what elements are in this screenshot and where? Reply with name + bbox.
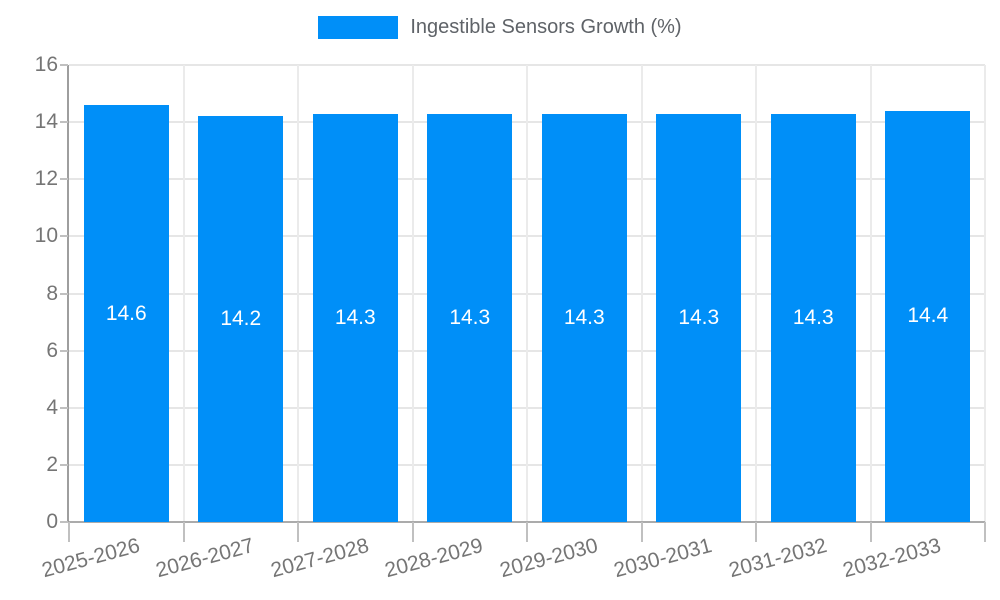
y-axis-tick-label: 8: [46, 281, 58, 305]
gridline-vertical: [411, 65, 414, 522]
y-axis-tick-label: 4: [46, 395, 58, 419]
y-axis-tick-label: 14: [34, 110, 58, 134]
y-axis-line: [67, 65, 69, 522]
bar-value-label: 14.3: [563, 305, 605, 329]
x-axis-tick-mark: [640, 522, 643, 542]
legend-swatch: [318, 16, 399, 39]
bar-2026-2027[interactable]: 14.2: [198, 116, 284, 522]
bar-value-label: 14.3: [792, 305, 834, 329]
y-axis-tick-label: 16: [34, 53, 58, 76]
bar-2032-2033[interactable]: 14.4: [885, 110, 971, 522]
gridline-vertical: [869, 65, 872, 522]
gridline-vertical: [984, 65, 986, 522]
bar-value-label: 14.2: [220, 307, 262, 331]
y-axis-tick-mark: [60, 121, 68, 124]
gridline-vertical: [526, 65, 528, 522]
y-axis-tick-label: 6: [46, 338, 58, 362]
y-axis-tick-mark: [60, 64, 68, 66]
y-axis-tick-mark: [60, 178, 68, 181]
x-axis-tick-mark: [68, 522, 70, 542]
bar-2027-2028[interactable]: 14.3: [312, 113, 398, 522]
bar-value-label: 14.3: [334, 305, 376, 329]
bar-2028-2029[interactable]: 14.3: [427, 113, 513, 522]
gridline-vertical: [640, 65, 643, 522]
legend-label: Ingestible Sensors Growth (%): [410, 16, 682, 38]
y-axis-tick-label: 12: [34, 167, 58, 191]
x-axis-tick-mark: [984, 522, 986, 542]
plot-area: 14.6 14.2 14.3 14.3 14.3 14.3 14.3 14.4: [69, 64, 986, 523]
y-axis-tick-label: 0: [46, 510, 58, 533]
y-axis-tick-mark: [60, 292, 68, 295]
y-axis-tick-mark: [60, 463, 68, 466]
y-axis-tick-label: 2: [46, 452, 58, 476]
y-axis-tick-mark: [60, 349, 68, 352]
x-axis-tick-label: 2029-2030: [497, 534, 601, 583]
bar-value-label: 14.4: [907, 304, 949, 328]
gridline-vertical: [755, 65, 757, 522]
y-axis-tick-mark: [60, 521, 68, 523]
x-axis-tick-mark: [526, 522, 528, 542]
bar-value-label: 14.3: [449, 305, 491, 329]
y-axis-tick-label: 10: [34, 224, 58, 248]
x-axis-tick-mark: [182, 522, 185, 542]
x-axis-tick-label: 2032-2033: [840, 534, 944, 583]
bar-2030-2031[interactable]: 14.3: [656, 113, 742, 522]
bar-2029-2030[interactable]: 14.3: [541, 113, 627, 522]
x-axis-tick-label: 2031-2032: [726, 534, 830, 583]
bar-value-label: 14.3: [678, 305, 720, 329]
x-axis-tick-mark: [297, 522, 299, 542]
bar-value-label: 14.6: [105, 301, 147, 325]
x-axis-tick-mark: [869, 522, 872, 542]
y-axis-tick-mark: [60, 235, 68, 238]
gridline-vertical: [182, 65, 185, 522]
legend[interactable]: Ingestible Sensors Growth (%): [0, 16, 1000, 39]
y-axis-tick-mark: [60, 406, 68, 409]
bar-2031-2032[interactable]: 14.3: [770, 113, 856, 522]
x-axis-tick-mark: [755, 522, 757, 542]
x-axis-tick-mark: [411, 522, 414, 542]
bar-2025-2026[interactable]: 14.6: [83, 105, 169, 522]
x-axis-tick-label: 2028-2029: [382, 534, 486, 583]
x-axis-tick-label: 2026-2027: [153, 534, 257, 583]
x-axis-tick-label: 2027-2028: [268, 534, 372, 583]
x-axis-tick-label: 2030-2031: [611, 534, 715, 583]
gridline-vertical: [297, 65, 299, 522]
x-axis-tick-label: 2025-2026: [39, 534, 143, 583]
